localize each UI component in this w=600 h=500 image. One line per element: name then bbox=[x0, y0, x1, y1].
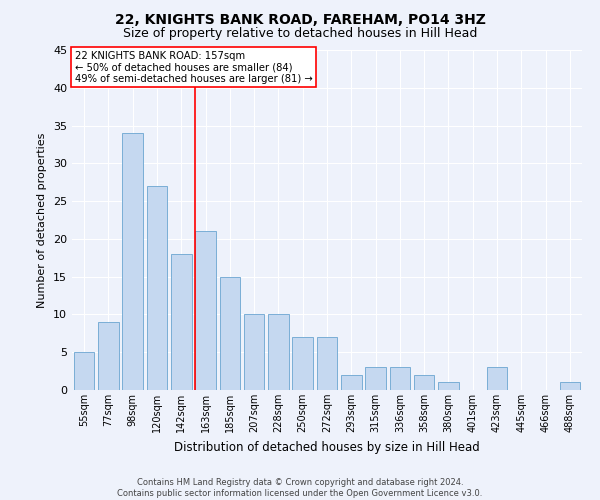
Text: 22 KNIGHTS BANK ROAD: 157sqm
← 50% of detached houses are smaller (84)
49% of se: 22 KNIGHTS BANK ROAD: 157sqm ← 50% of de… bbox=[74, 50, 313, 84]
Bar bbox=[317, 337, 337, 390]
Bar bbox=[414, 375, 434, 390]
X-axis label: Distribution of detached houses by size in Hill Head: Distribution of detached houses by size … bbox=[174, 440, 480, 454]
Bar bbox=[220, 276, 240, 390]
Bar bbox=[560, 382, 580, 390]
Text: 22, KNIGHTS BANK ROAD, FAREHAM, PO14 3HZ: 22, KNIGHTS BANK ROAD, FAREHAM, PO14 3HZ bbox=[115, 12, 485, 26]
Bar bbox=[74, 352, 94, 390]
Bar bbox=[98, 322, 119, 390]
Bar bbox=[365, 368, 386, 390]
Bar bbox=[487, 368, 508, 390]
Bar bbox=[438, 382, 459, 390]
Bar bbox=[146, 186, 167, 390]
Bar bbox=[268, 314, 289, 390]
Bar bbox=[195, 232, 216, 390]
Bar bbox=[292, 337, 313, 390]
Bar bbox=[122, 133, 143, 390]
Text: Size of property relative to detached houses in Hill Head: Size of property relative to detached ho… bbox=[123, 28, 477, 40]
Y-axis label: Number of detached properties: Number of detached properties bbox=[37, 132, 47, 308]
Bar bbox=[341, 375, 362, 390]
Bar bbox=[244, 314, 265, 390]
Bar bbox=[171, 254, 191, 390]
Bar bbox=[389, 368, 410, 390]
Text: Contains HM Land Registry data © Crown copyright and database right 2024.
Contai: Contains HM Land Registry data © Crown c… bbox=[118, 478, 482, 498]
